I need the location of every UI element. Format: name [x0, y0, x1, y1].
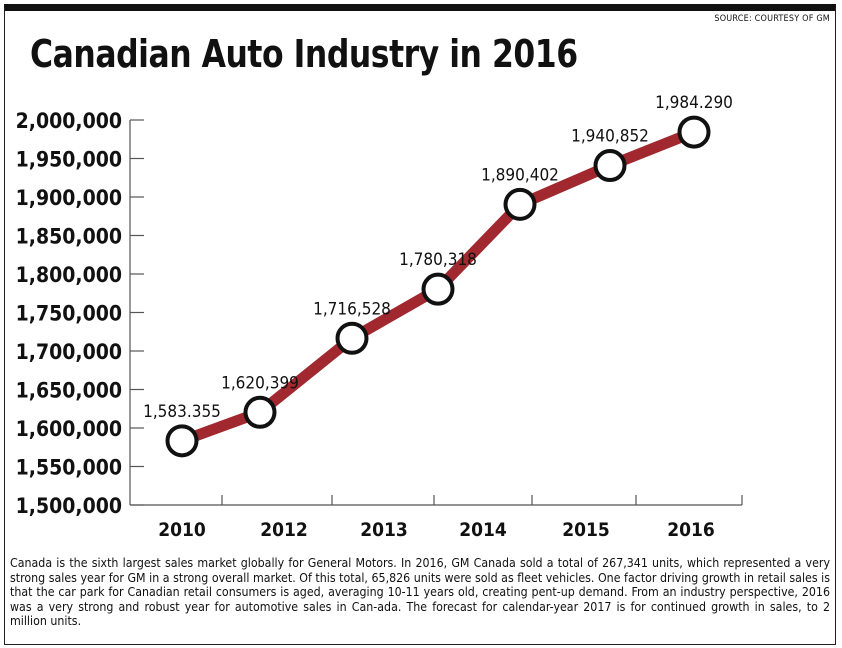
- x-tick-label: 2010: [158, 519, 206, 541]
- data-point-marker: [677, 115, 711, 149]
- source-note: SOURCE: COURTESY OF GM: [714, 14, 830, 24]
- data-point-marker: [593, 149, 627, 183]
- data-point-marker: [165, 424, 199, 458]
- y-tick-label: 1,850,000: [16, 225, 122, 249]
- x-tick-label: 2013: [360, 519, 408, 541]
- y-tick-label: 1,600,000: [16, 417, 122, 441]
- x-tick-label: 2012: [260, 519, 308, 541]
- y-tick-label: 1,750,000: [16, 302, 122, 326]
- y-tick-label: 1,950,000: [16, 148, 122, 172]
- data-label: 1,780,318: [399, 250, 477, 270]
- y-tick-label: 1,900,000: [16, 186, 122, 210]
- data-label: 1,583.355: [143, 402, 221, 422]
- data-point-marker: [421, 272, 455, 306]
- y-tick-label: 1,500,000: [16, 494, 122, 518]
- line-chart: 1,500,000 1,550,000 1,600,000 1,650,000 1,70…: [16, 93, 743, 541]
- data-label: 1,716,528: [313, 299, 391, 319]
- graphic-frame: [4, 4, 836, 645]
- x-tick-label: 2016: [667, 519, 715, 541]
- data-label: 1,620,399: [221, 373, 299, 393]
- y-tick-label: 2,000,000: [16, 109, 122, 133]
- x-tick-label: 2015: [562, 519, 610, 541]
- chart-title: Canadian Auto Industry in 2016: [30, 32, 578, 76]
- data-point-marker: [243, 395, 277, 429]
- y-tick-label: 1,700,000: [16, 340, 122, 364]
- caption-text: Canada is the sixth largest sales market…: [10, 556, 830, 629]
- y-tick-label: 1,800,000: [16, 263, 122, 287]
- data-label: 1,890,402: [481, 165, 559, 185]
- data-label: 1,940,852: [571, 127, 649, 147]
- y-tick-label: 1,550,000: [16, 456, 122, 480]
- data-point-marker: [503, 187, 537, 221]
- data-label: 1,984.290: [655, 93, 733, 113]
- y-tick-label: 1,650,000: [16, 379, 122, 403]
- x-tick-label: 2014: [459, 519, 507, 541]
- data-point-marker: [335, 321, 369, 355]
